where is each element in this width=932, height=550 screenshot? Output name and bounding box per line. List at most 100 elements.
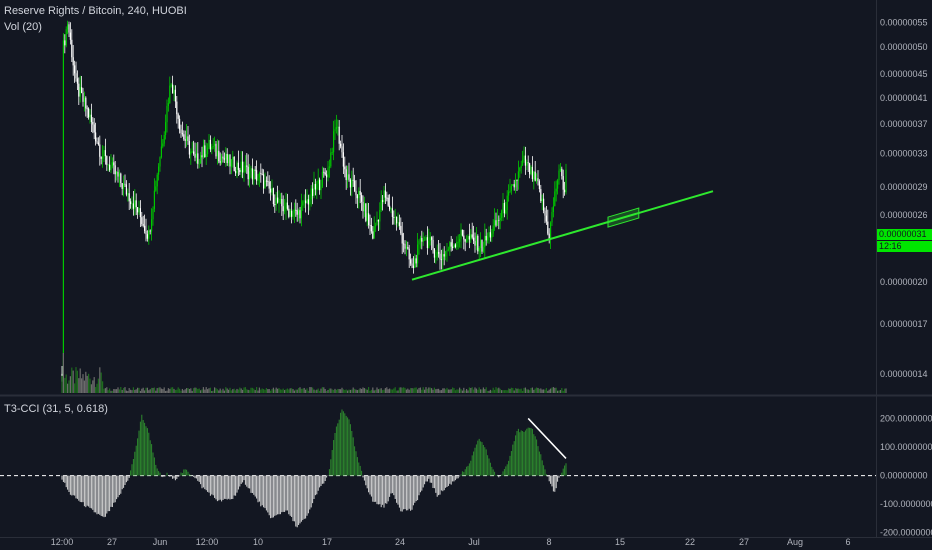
volume-bar (307, 390, 309, 393)
candle-body (242, 161, 244, 173)
candle-body (268, 181, 270, 189)
volume-bar (291, 388, 293, 393)
candle-body (359, 190, 361, 195)
candle-body (142, 224, 144, 226)
volume-bar (190, 388, 192, 393)
candle-body (481, 239, 483, 252)
volume-bar (130, 389, 132, 393)
volume-bar (519, 389, 521, 393)
volume-bar (481, 389, 483, 393)
candle-body (293, 209, 295, 214)
candle-body (165, 122, 167, 136)
volume-bar (257, 390, 259, 393)
volume-bar (65, 374, 67, 393)
volume-bar (69, 376, 71, 393)
volume-bar (110, 390, 112, 393)
volume-bar (431, 388, 433, 393)
candle-body (540, 189, 542, 202)
candle-body (473, 237, 475, 241)
candle-body (330, 152, 332, 167)
candle-body (81, 87, 83, 93)
volume-bar (426, 388, 428, 393)
candle-body (391, 208, 393, 217)
candle-body (480, 239, 482, 249)
volume-bar (244, 387, 246, 393)
volume-bar (454, 390, 456, 393)
candle-body (484, 235, 486, 248)
time-axis-label: 22 (685, 537, 695, 547)
candle-body (522, 159, 524, 166)
volume-bar (193, 388, 195, 393)
volume-bar (474, 387, 476, 393)
candle-body (291, 210, 293, 217)
volume-bar (495, 387, 497, 393)
volume-bar (529, 390, 531, 393)
candle-body (295, 209, 297, 211)
volume-bar (155, 390, 157, 393)
candle-body (267, 180, 269, 182)
candle-body (408, 248, 410, 260)
candle-body (396, 216, 398, 224)
volume-bar (508, 388, 510, 393)
volume-bar (102, 381, 104, 393)
volume-bar (123, 387, 125, 393)
candle-body (324, 172, 326, 175)
volume-bar (96, 383, 98, 393)
volume-bar (271, 389, 273, 393)
volume-bar (530, 387, 532, 393)
price-axis-label: 0.00000017 (880, 319, 928, 329)
volume-bar (83, 380, 85, 393)
time-axis-label: 17 (322, 537, 332, 547)
volume-bar (491, 390, 493, 393)
candle-body (263, 174, 265, 189)
candle-body (225, 153, 227, 160)
candle-body (83, 97, 85, 102)
volume-bar (75, 367, 77, 393)
candle-body (128, 193, 130, 202)
volume-bar (467, 390, 469, 393)
volume-bar (391, 389, 393, 393)
candle-body (520, 165, 522, 168)
volume-bar (349, 389, 351, 393)
candle-body (355, 190, 357, 196)
volume-bar (457, 389, 459, 393)
candle-body (496, 219, 498, 226)
volume-bar (200, 390, 202, 393)
volume-bar (148, 390, 150, 393)
candle-body (228, 154, 230, 163)
candle-body (467, 236, 469, 241)
volume-bar (218, 390, 220, 393)
volume-bar (354, 388, 356, 393)
candle-body (489, 232, 491, 238)
volume-bar (446, 387, 448, 393)
price-axis-label: 0.00000041 (880, 93, 928, 103)
candle-body (453, 244, 455, 248)
volume-bar (195, 387, 197, 393)
volume-bar (317, 388, 319, 393)
volume-bar (125, 390, 127, 393)
candle-body (394, 216, 396, 218)
volume-bar (253, 388, 255, 393)
candle-body (303, 200, 305, 202)
volume-bar (184, 389, 186, 393)
volume-bar (513, 390, 515, 393)
volume-bar (501, 390, 503, 393)
candle-body (300, 205, 302, 219)
candle-body (501, 210, 503, 218)
volume-bar (543, 389, 545, 393)
candle-body (272, 188, 274, 205)
volume-bar (428, 387, 430, 393)
volume-bar (345, 389, 347, 393)
candle-body (307, 199, 309, 205)
volume-bar (296, 389, 298, 393)
candle-body (495, 220, 497, 226)
candle-body (197, 153, 199, 164)
volume-bar (410, 388, 412, 393)
volume-bar (362, 387, 364, 393)
candle-body (369, 224, 371, 226)
candle-body (97, 142, 99, 145)
volume-bar (443, 388, 445, 393)
volume-bar (236, 388, 238, 393)
candle-body (561, 168, 563, 177)
